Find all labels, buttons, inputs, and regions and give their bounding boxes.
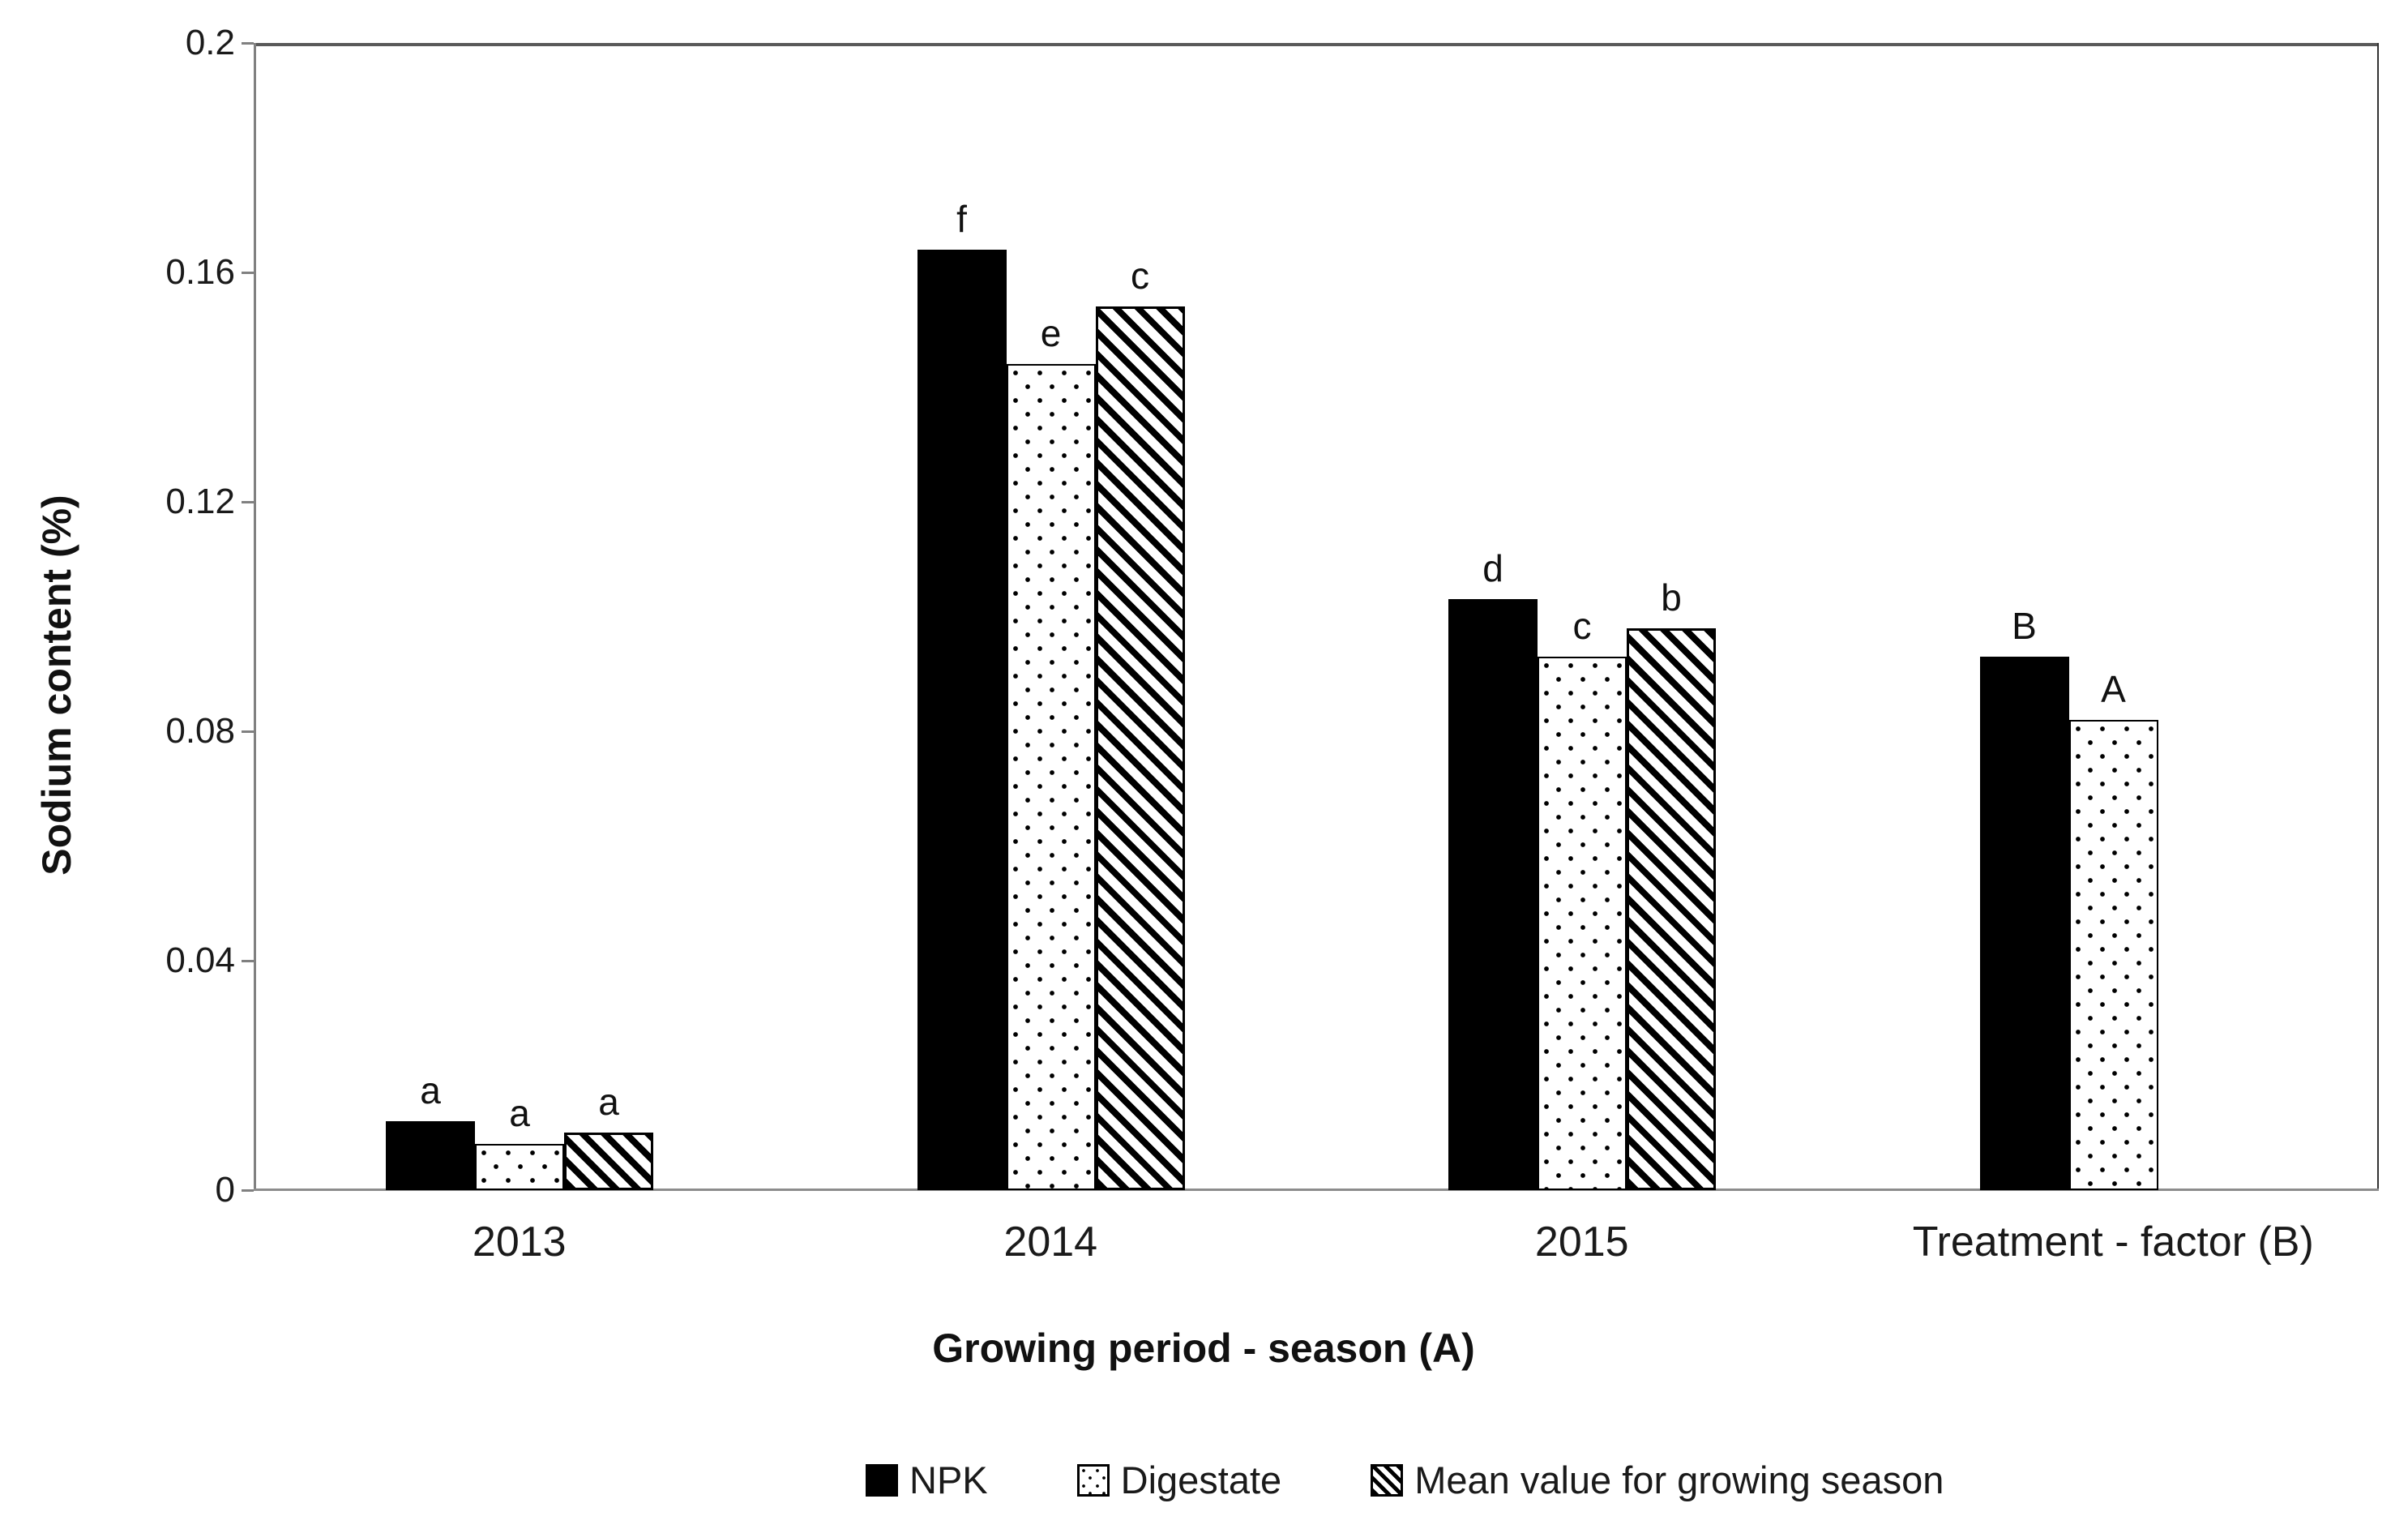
y-tick-label: 0.2	[185, 23, 235, 62]
significance-letter: a	[420, 1069, 441, 1111]
bar-mean-value-for-growing-season-2014	[1095, 306, 1185, 1190]
mean-value-for-growing-season-swatch-icon	[1371, 1464, 1404, 1497]
y-tick-mark	[242, 730, 254, 733]
npk-swatch-icon	[866, 1464, 898, 1497]
bar-npk-2015	[1448, 599, 1538, 1190]
y-tick-mark	[242, 959, 254, 962]
significance-letter: A	[2101, 668, 2126, 710]
bar-mean-value-for-growing-season-2013	[564, 1133, 653, 1190]
legend-label: Digestate	[1120, 1458, 1282, 1501]
bar-npk-2013	[386, 1121, 475, 1190]
y-tick-label: 0.16	[165, 252, 235, 292]
y-tick-label: 0.04	[165, 940, 235, 980]
x-category-label: 2015	[1534, 1218, 1629, 1266]
bar-mean-value-for-growing-season-2015	[1627, 628, 1716, 1190]
legend-item-mean-value-for-growing-season: Mean value for growing season	[1371, 1459, 1944, 1501]
y-tick-mark	[242, 271, 254, 274]
y-tick-label: 0.08	[165, 711, 235, 751]
significance-letter: c	[1131, 255, 1149, 297]
significance-letter: a	[598, 1081, 619, 1123]
plot-border-bottom	[254, 1189, 2379, 1191]
bar-npk-treatment-factor-b	[1979, 657, 2069, 1190]
x-category-label: Treatment - factor (B)	[1912, 1218, 2314, 1266]
bar-digestate-treatment-factor-b	[2068, 720, 2158, 1190]
legend-label: Mean value for growing season	[1414, 1458, 1944, 1501]
significance-letter: b	[1661, 576, 1682, 619]
legend-label: NPK	[909, 1458, 988, 1501]
y-tick-label: 0	[215, 1170, 235, 1210]
plot-border-top	[254, 43, 2379, 46]
significance-letter: d	[1482, 547, 1503, 589]
digestate-swatch-icon	[1076, 1464, 1110, 1497]
y-axis-title: Sodium content (%)	[34, 495, 79, 876]
y-tick-mark	[242, 41, 254, 45]
significance-letter: a	[509, 1092, 530, 1134]
legend-item-npk: NPK	[866, 1459, 988, 1501]
plot-border-right	[2377, 43, 2379, 1190]
significance-letter: e	[1040, 312, 1062, 354]
significance-letter: f	[956, 198, 967, 240]
bar-digestate-2014	[1006, 364, 1096, 1190]
x-category-label: 2013	[472, 1218, 567, 1266]
bar-digestate-2013	[475, 1144, 564, 1190]
legend-item-digestate: Digestate	[1076, 1458, 1282, 1501]
x-axis-title: Growing period - season (A)	[932, 1326, 1475, 1371]
y-tick-label: 0.12	[165, 482, 235, 521]
bar-npk-2014	[917, 250, 1007, 1190]
plot-border-left	[254, 43, 256, 1190]
legend: NPK Digestate Mean value for growing seaso…	[866, 1459, 1944, 1501]
significance-letter: B	[2012, 605, 2037, 647]
y-tick-mark	[242, 1189, 254, 1192]
y-tick-mark	[242, 500, 254, 503]
x-category-label: 2014	[1003, 1218, 1098, 1266]
significance-letter: c	[1572, 605, 1592, 647]
bar-digestate-2015	[1538, 657, 1627, 1190]
